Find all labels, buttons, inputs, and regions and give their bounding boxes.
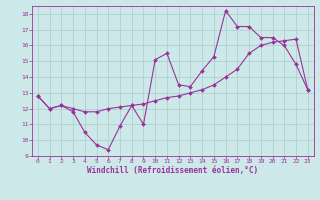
X-axis label: Windchill (Refroidissement éolien,°C): Windchill (Refroidissement éolien,°C) bbox=[87, 166, 258, 175]
